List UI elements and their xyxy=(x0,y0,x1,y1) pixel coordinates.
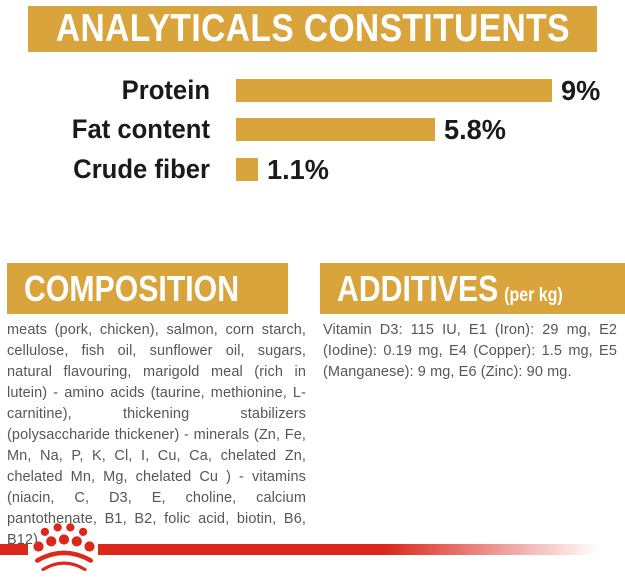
royal-canin-crown-icon xyxy=(32,521,96,572)
additives-body: Vitamin D3: 115 IU, E1 (Iron): 29 mg, E2… xyxy=(323,322,617,380)
composition-header: COMPOSITION xyxy=(7,263,288,314)
additives-title-text: ADDITIVES xyxy=(337,267,499,309)
chart-bar-fat-content xyxy=(236,118,435,141)
chart-category-label: Fat content xyxy=(71,114,210,144)
chart-bar-protein xyxy=(236,79,552,102)
additives-header: ADDITIVES (per kg) xyxy=(320,263,625,314)
additives-per-kg-label: (per kg) xyxy=(504,284,563,306)
chart-value-label: 1.1% xyxy=(267,153,329,185)
composition-body: meats (pork, chicken), salmon, corn star… xyxy=(7,322,306,548)
chart-value-label: 5.8% xyxy=(444,113,506,145)
composition-title: COMPOSITION xyxy=(24,267,240,309)
additives-title: ADDITIVES (per kg) xyxy=(337,268,563,310)
chart-row-crude-fiber: Crude fiber 1.1% xyxy=(0,154,625,185)
footer-rule-right xyxy=(98,544,620,555)
chart-row-protein: Protein 9% xyxy=(0,75,625,106)
footer-rule-left xyxy=(0,544,28,555)
analytical-constituents-title: ANALYTICALS CONSTITUENTS xyxy=(55,7,570,50)
analytical-constituents-header: ANALYTICALS CONSTITUENTS xyxy=(28,6,597,52)
chart-row-fat-content: Fat content 5.8% xyxy=(0,114,625,145)
chart-value-label: 9% xyxy=(561,74,601,106)
chart-category-label: Crude fiber xyxy=(73,154,210,184)
chart-category-label: Protein xyxy=(121,75,210,105)
chart-bar-crude-fiber xyxy=(236,158,258,181)
